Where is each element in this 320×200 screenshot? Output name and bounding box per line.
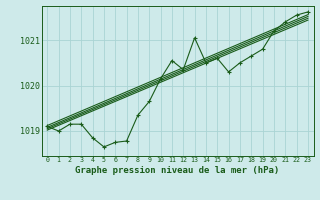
X-axis label: Graphe pression niveau de la mer (hPa): Graphe pression niveau de la mer (hPa) bbox=[76, 166, 280, 175]
